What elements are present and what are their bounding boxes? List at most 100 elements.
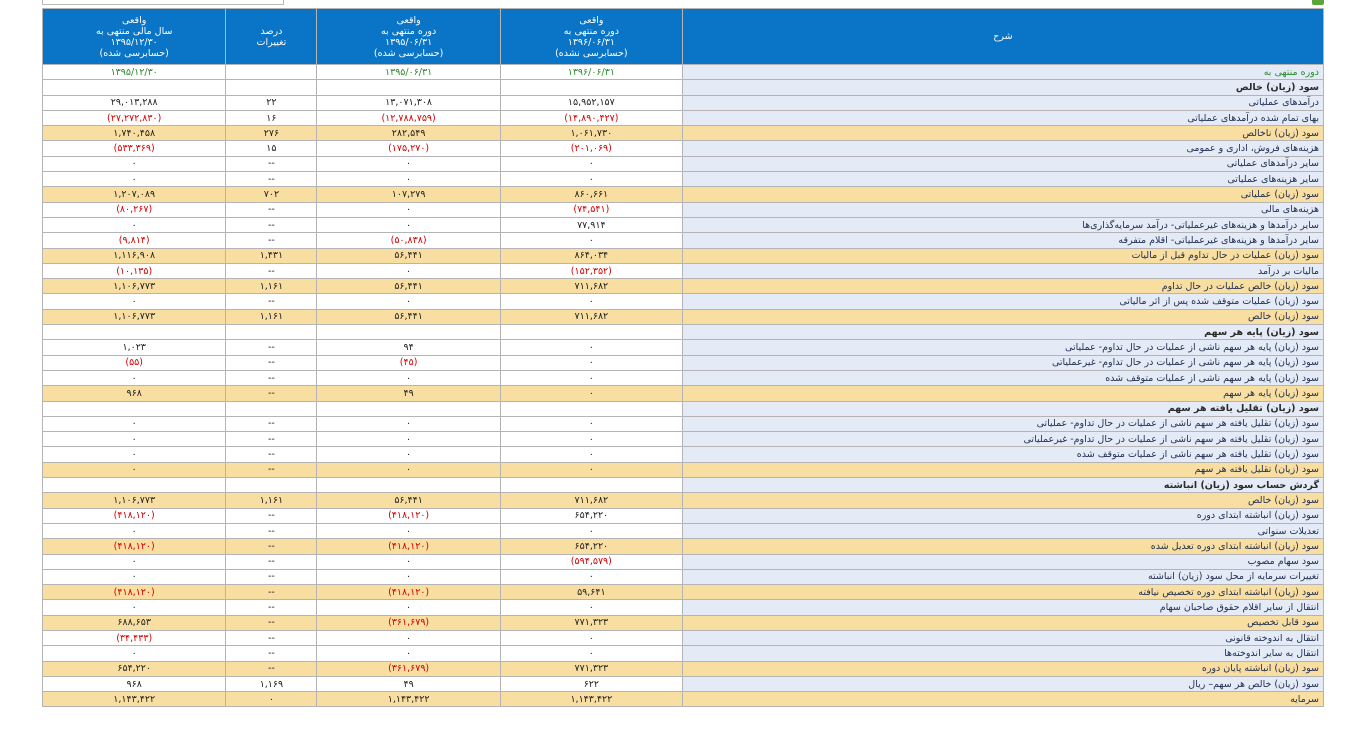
change-percent: -- (225, 568, 318, 586)
table-row: درآمدهای عملیاتی ۱۵,۹۵۲,۱۵۷ ۱۳,۰۷۱,۳۰۸ ۲۲ ۲۹… (41, 94, 1325, 111)
value-1395-12-text: (۱۰,۱۳۵) (116, 265, 153, 277)
value-1395-12: ۱,۷۴۰,۴۵۸ (41, 125, 227, 142)
value-1396-06-text: ۸۶۴,۰۳۴ (574, 250, 609, 262)
value-1395-06-text: ۰ (406, 204, 412, 216)
row-description: سایر درآمدهای عملیاتی (681, 155, 1325, 173)
row-description-text: سود (زیان) انباشته ابتدای دوره تخصیص نیا… (1138, 586, 1319, 598)
value-1395-12: ۰ (41, 568, 227, 586)
value-1395-06-text: ۰ (406, 173, 412, 185)
value-1395-12: ۲۹,۰۱۳,۲۸۸ (41, 94, 227, 111)
value-1395-12-text: ۱,۱۰۶,۷۷۳ (113, 280, 156, 292)
value-1395-12: ۰ (41, 431, 227, 448)
value-1395-12: ۰ (41, 553, 227, 570)
change-percent-text: -- (267, 173, 275, 185)
value-1395-06-text: ۰ (406, 265, 412, 277)
change-percent: -- (225, 660, 318, 677)
change-percent: ۲۷۶ (225, 125, 318, 142)
table-row: سود (زیان) پایه هر سهم ناشی از عملیات در… (41, 354, 1325, 371)
row-description-text: سود (زیان) خالص (1248, 494, 1319, 506)
value-1395-06: (۱۷۵,۲۷۰) (316, 140, 501, 157)
value-1395-12: (۴۱۸,۱۲۰) (41, 507, 227, 524)
change-percent: -- (225, 461, 318, 479)
row-description: سود قابل تخصیص (681, 614, 1325, 631)
change-percent-text: ۲۲ (266, 97, 277, 109)
value-1396-06-text: ۰ (588, 632, 594, 644)
value-1395-06: (۵۰,۸۳۸) (316, 232, 501, 249)
value-1396-06: ۶۵۴,۲۲۰ (499, 538, 683, 555)
value-1396-06-text: ۰ (588, 464, 594, 476)
value-1395-06: ۵۶,۴۴۱ (316, 492, 501, 509)
change-percent: ۱۶ (225, 109, 318, 127)
value-1396-06-text: ۱۳۹۶/۰۶/۳۱ (567, 66, 615, 78)
value-1395-06-text: ۱,۱۴۳,۴۲۲ (387, 693, 430, 705)
value-1395-12: ۰ (41, 171, 227, 188)
table-row: سود (زیان) انباشته ابتدای دوره تعدیل شده… (41, 538, 1325, 555)
value-1395-06-text: ۰ (406, 464, 412, 476)
value-1395-12: (۲۷,۲۷۲,۸۳۰) (41, 109, 227, 127)
row-description-text: سود (زیان) انباشته پایان دوره (1201, 663, 1319, 675)
table-row: سود (زیان) تقلیل یافته هر سهم (41, 400, 1325, 417)
change-percent: -- (225, 507, 318, 524)
excel-icon[interactable] (1312, 0, 1324, 5)
value-1395-06: ۱۳۹۵/۰۶/۳۱ (316, 63, 501, 81)
value-1395-06: ۰ (316, 415, 501, 433)
table-row: سود (زیان) خالص هر سهم– ریال ۶۲۲ ۴۹ ۱,۱۶۹ ۹۶… (41, 675, 1325, 693)
value-1395-06: (۳۶۱,۶۷۹) (316, 614, 501, 631)
value-1395-06 (316, 79, 501, 96)
value-1396-06: ۰ (499, 431, 683, 448)
change-percent: -- (225, 354, 318, 371)
value-1395-12-text: ۰ (131, 449, 137, 461)
row-description-text: بهای تمام شده درآمدهای عملیاتی (1187, 112, 1319, 124)
value-1396-06: ۷۷۱,۳۲۳ (499, 660, 683, 677)
value-1396-06-text: ۰ (588, 387, 594, 399)
change-percent: ۱,۱۶۹ (225, 675, 318, 693)
value-1396-06-text: ۷۱۱,۶۸۲ (574, 311, 609, 323)
change-percent: -- (225, 431, 318, 448)
row-description: سود (زیان) پایه هر سهم (681, 385, 1325, 402)
change-percent-text: -- (267, 433, 275, 445)
change-percent-text: -- (267, 586, 275, 598)
change-percent-text: ۱,۱۶۱ (259, 280, 284, 292)
value-1396-06: (۱۵۲,۳۵۲) (499, 262, 683, 280)
value-1395-06: ۰ (316, 599, 501, 616)
value-1396-06: ۰ (499, 369, 683, 387)
row-description-text: سایر درآمدها و هزینه‌های غیرعملیاتی- درآ… (1082, 219, 1319, 231)
row-description: سود (زیان) خالص (681, 79, 1325, 96)
value-1395-06-text: (۳۶۱,۶۷۹) (388, 617, 430, 629)
row-description-text: سود (زیان) پایه هر سهم ناشی از عملیات مت… (1105, 372, 1319, 384)
value-1395-06-text: (۴۱۸,۱۲۰) (388, 586, 430, 598)
value-1395-12-text: (۵۵) (125, 357, 144, 369)
value-1395-06-text: (۴۵) (399, 357, 418, 369)
change-percent-text: -- (267, 525, 275, 537)
change-percent: ۷۰۲ (225, 186, 318, 203)
table-row: سود (زیان) خالص (41, 79, 1325, 96)
value-1395-12-text: ۰ (131, 173, 137, 185)
change-percent: -- (225, 584, 318, 601)
change-percent-text: ۱۵ (266, 143, 277, 155)
table-row: سود (زیان) انباشته پایان دوره ۷۷۱,۳۲۳ (۳۶۱… (41, 660, 1325, 677)
table-row: سود (زیان) پایه هر سهم ناشی از عملیات در… (41, 339, 1325, 356)
row-description-text: سود (زیان) انباشته ابتدای دوره تعدیل شده (1150, 540, 1319, 552)
value-1396-06: ۰ (499, 568, 683, 586)
value-1396-06-text: ۰ (588, 571, 594, 583)
value-1395-12: ۱,۱۴۳,۴۲۲ (41, 691, 227, 708)
value-1395-12: ۰ (41, 599, 227, 616)
value-1396-06-text: ۰ (588, 296, 594, 308)
row-description-text: سود (زیان) خالص عملیات در حال تداوم (1161, 280, 1319, 292)
value-1395-06: ۰ (316, 553, 501, 570)
value-1395-06-text: ۰ (406, 449, 412, 461)
row-description-text: هزینه‌های مالی (1260, 204, 1319, 216)
change-percent: ۱,۱۶۱ (225, 492, 318, 509)
value-1396-06: ۰ (499, 522, 683, 540)
value-1395-06 (316, 477, 501, 494)
change-percent-text: -- (267, 219, 275, 231)
change-percent-text: ۲۷۶ (263, 127, 280, 139)
value-1396-06: ۰ (499, 293, 683, 310)
row-description-text: سود (زیان) عملیات متوقف شده پس از اثر ما… (1119, 296, 1319, 308)
value-1395-12: ۰ (41, 369, 227, 387)
value-1396-06-text: ۰ (588, 372, 594, 384)
value-1396-06-text: ۵۹,۶۴۱ (577, 586, 606, 598)
filter-box[interactable] (42, 0, 284, 5)
value-1395-12-text: ۰ (131, 464, 137, 476)
change-percent: -- (225, 216, 318, 234)
